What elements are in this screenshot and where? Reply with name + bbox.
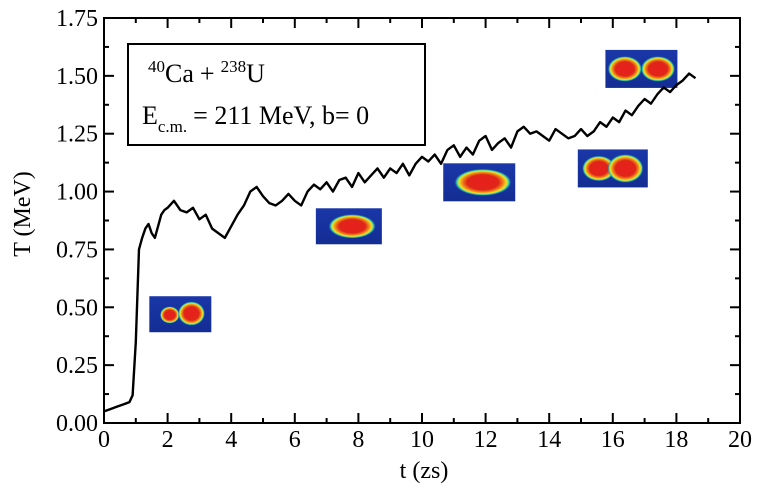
reaction-annotation-box: 40Ca +238U Ec.m. = 211 MeV, b= 0 — [127, 43, 426, 146]
y-tick-label: 1.75 — [56, 6, 98, 32]
energy-symbol: E — [142, 101, 158, 130]
axes: 0 2 4 6 8 10 12 14 16 18 20 0.00 0.25 0.50 0.75 1.00 1.2… — [56, 6, 752, 453]
density-lobe — [582, 155, 616, 182]
x-tick-label: 6 — [289, 427, 301, 453]
x-tick-label: 4 — [225, 427, 237, 453]
x-axis-label: t (zs) — [400, 458, 449, 484]
energy-text: = 211 MeV, b= 0 — [193, 101, 369, 130]
y-tick-label: 0.00 — [56, 411, 98, 437]
y-tick-label: 1.50 — [56, 64, 98, 90]
y-tick-label: 0.25 — [56, 353, 98, 379]
y-tick-label: 0.50 — [56, 295, 98, 321]
reaction-sup1: 40 — [148, 57, 165, 76]
x-tick-label: 2 — [162, 427, 174, 453]
x-tick-label: 18 — [664, 427, 688, 453]
x-tick-label: 12 — [474, 427, 498, 453]
density-snapshot-2 — [315, 208, 382, 245]
x-tick-label: 16 — [601, 427, 625, 453]
y-tick-label: 0.75 — [56, 237, 98, 263]
data-layer — [103, 72, 697, 413]
reaction-base1: Ca — [165, 59, 194, 88]
density-insets — [149, 49, 678, 333]
density-snapshot-1 — [149, 296, 212, 333]
density-lobe — [607, 153, 644, 183]
temperature-line — [103, 72, 697, 413]
svg-text:Ec.m.= 211 MeV, b= 0: Ec.m. = 211 MeV, b= 0 — [142, 101, 369, 136]
x-tick-label: 8 — [352, 427, 364, 453]
x-tick-label: 10 — [410, 427, 434, 453]
reaction-sup2: 238 — [221, 57, 247, 76]
density-snapshot-5 — [605, 49, 678, 88]
density-lobe — [607, 55, 643, 82]
energy-subscript: c.m. — [158, 117, 187, 136]
density-snapshot-3 — [443, 163, 516, 202]
x-tick-label: 20 — [728, 427, 752, 453]
reaction-base2: U — [246, 59, 265, 88]
density-lobe — [159, 306, 180, 324]
y-axis-label: T (MeV) — [10, 171, 36, 257]
x-tick-label: 0 — [98, 427, 110, 453]
density-lobe — [454, 168, 512, 196]
density-lobe — [328, 214, 376, 239]
density-lobe — [177, 301, 206, 326]
y-tick-label: 1.25 — [56, 122, 98, 148]
density-lobe — [640, 55, 676, 82]
svg-text:40Ca+238U: 40Ca +238U — [148, 57, 265, 88]
reaction-plus: + — [200, 59, 215, 88]
density-snapshot-4 — [577, 149, 648, 188]
y-tick-label: 1.00 — [56, 180, 98, 206]
x-tick-label: 14 — [537, 427, 561, 453]
